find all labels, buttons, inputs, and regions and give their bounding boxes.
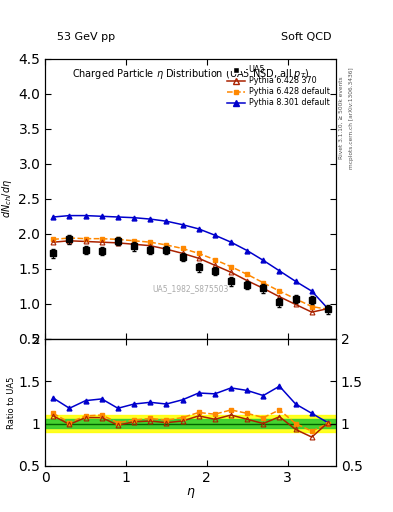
X-axis label: $\eta$: $\eta$ [186,486,195,500]
Text: UA5_1982_S875503: UA5_1982_S875503 [152,284,229,293]
Bar [45,415,336,432]
Bar [45,419,336,428]
Text: mcplots.cern.ch [arXiv:1306.3436]: mcplots.cern.ch [arXiv:1306.3436] [349,67,354,168]
Legend: UA5, Pythia 6.428 370, Pythia 6.428 default, Pythia 8.301 default: UA5, Pythia 6.428 370, Pythia 6.428 defa… [224,63,332,110]
Text: 53 GeV pp: 53 GeV pp [57,32,116,42]
Text: Soft QCD: Soft QCD [281,32,332,42]
Y-axis label: Ratio to UA5: Ratio to UA5 [7,376,16,429]
Text: Charged Particle $\eta$ Distribution (UA5 NSD, all $p_T$): Charged Particle $\eta$ Distribution (UA… [72,67,309,81]
Text: Rivet 3.1.10, ≥ 500k events: Rivet 3.1.10, ≥ 500k events [339,76,344,159]
Y-axis label: $dN_{ch}/d\eta$: $dN_{ch}/d\eta$ [0,179,14,219]
